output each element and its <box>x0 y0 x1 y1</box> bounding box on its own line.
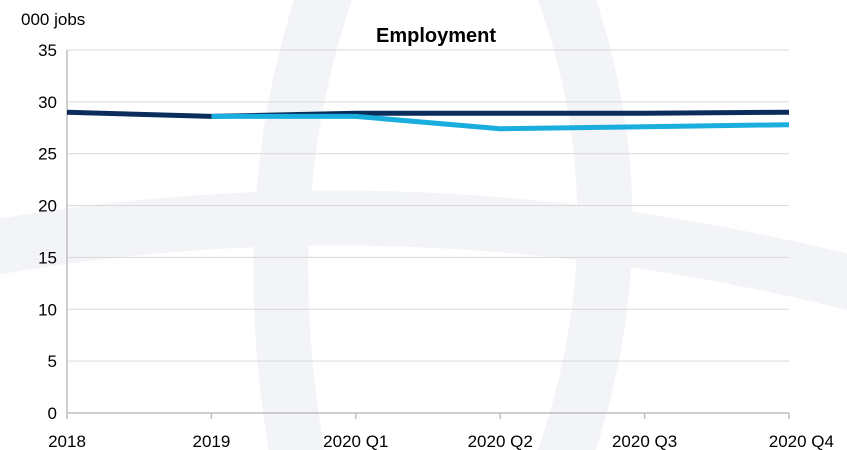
y-tick-label: 0 <box>48 404 57 423</box>
axis-labels: 0 5 10 15 20 25 30 35 2018 2019 2020 Q1 2020 Q2 2020… <box>38 41 834 450</box>
x-tick-label: 2020 Q2 <box>468 432 533 450</box>
x-tick-label: 2020 Q4 <box>769 432 834 450</box>
gridlines <box>67 49 789 362</box>
y-tick-label: 10 <box>38 300 57 319</box>
chart-title: Employment <box>376 25 496 47</box>
y-tick-label: 35 <box>38 41 57 60</box>
y-tick-label: 25 <box>38 145 57 164</box>
x-tick-label: 2018 <box>48 432 86 450</box>
y-tick-label: 5 <box>48 352 57 371</box>
y-tick-label: 15 <box>38 248 57 267</box>
axes <box>66 50 790 419</box>
x-tick-label: 2020 Q1 <box>323 432 388 450</box>
series-lines <box>66 109 790 132</box>
y-tick-label: 30 <box>38 93 57 112</box>
x-tick-label: 2019 <box>192 432 230 450</box>
y-tick-label: 20 <box>38 197 57 216</box>
series-line-2 <box>211 113 790 132</box>
x-tick-label: 2020 Q3 <box>612 432 677 450</box>
series-line-1 <box>66 109 790 119</box>
y-axis-unit-label: 000 jobs <box>21 10 85 29</box>
